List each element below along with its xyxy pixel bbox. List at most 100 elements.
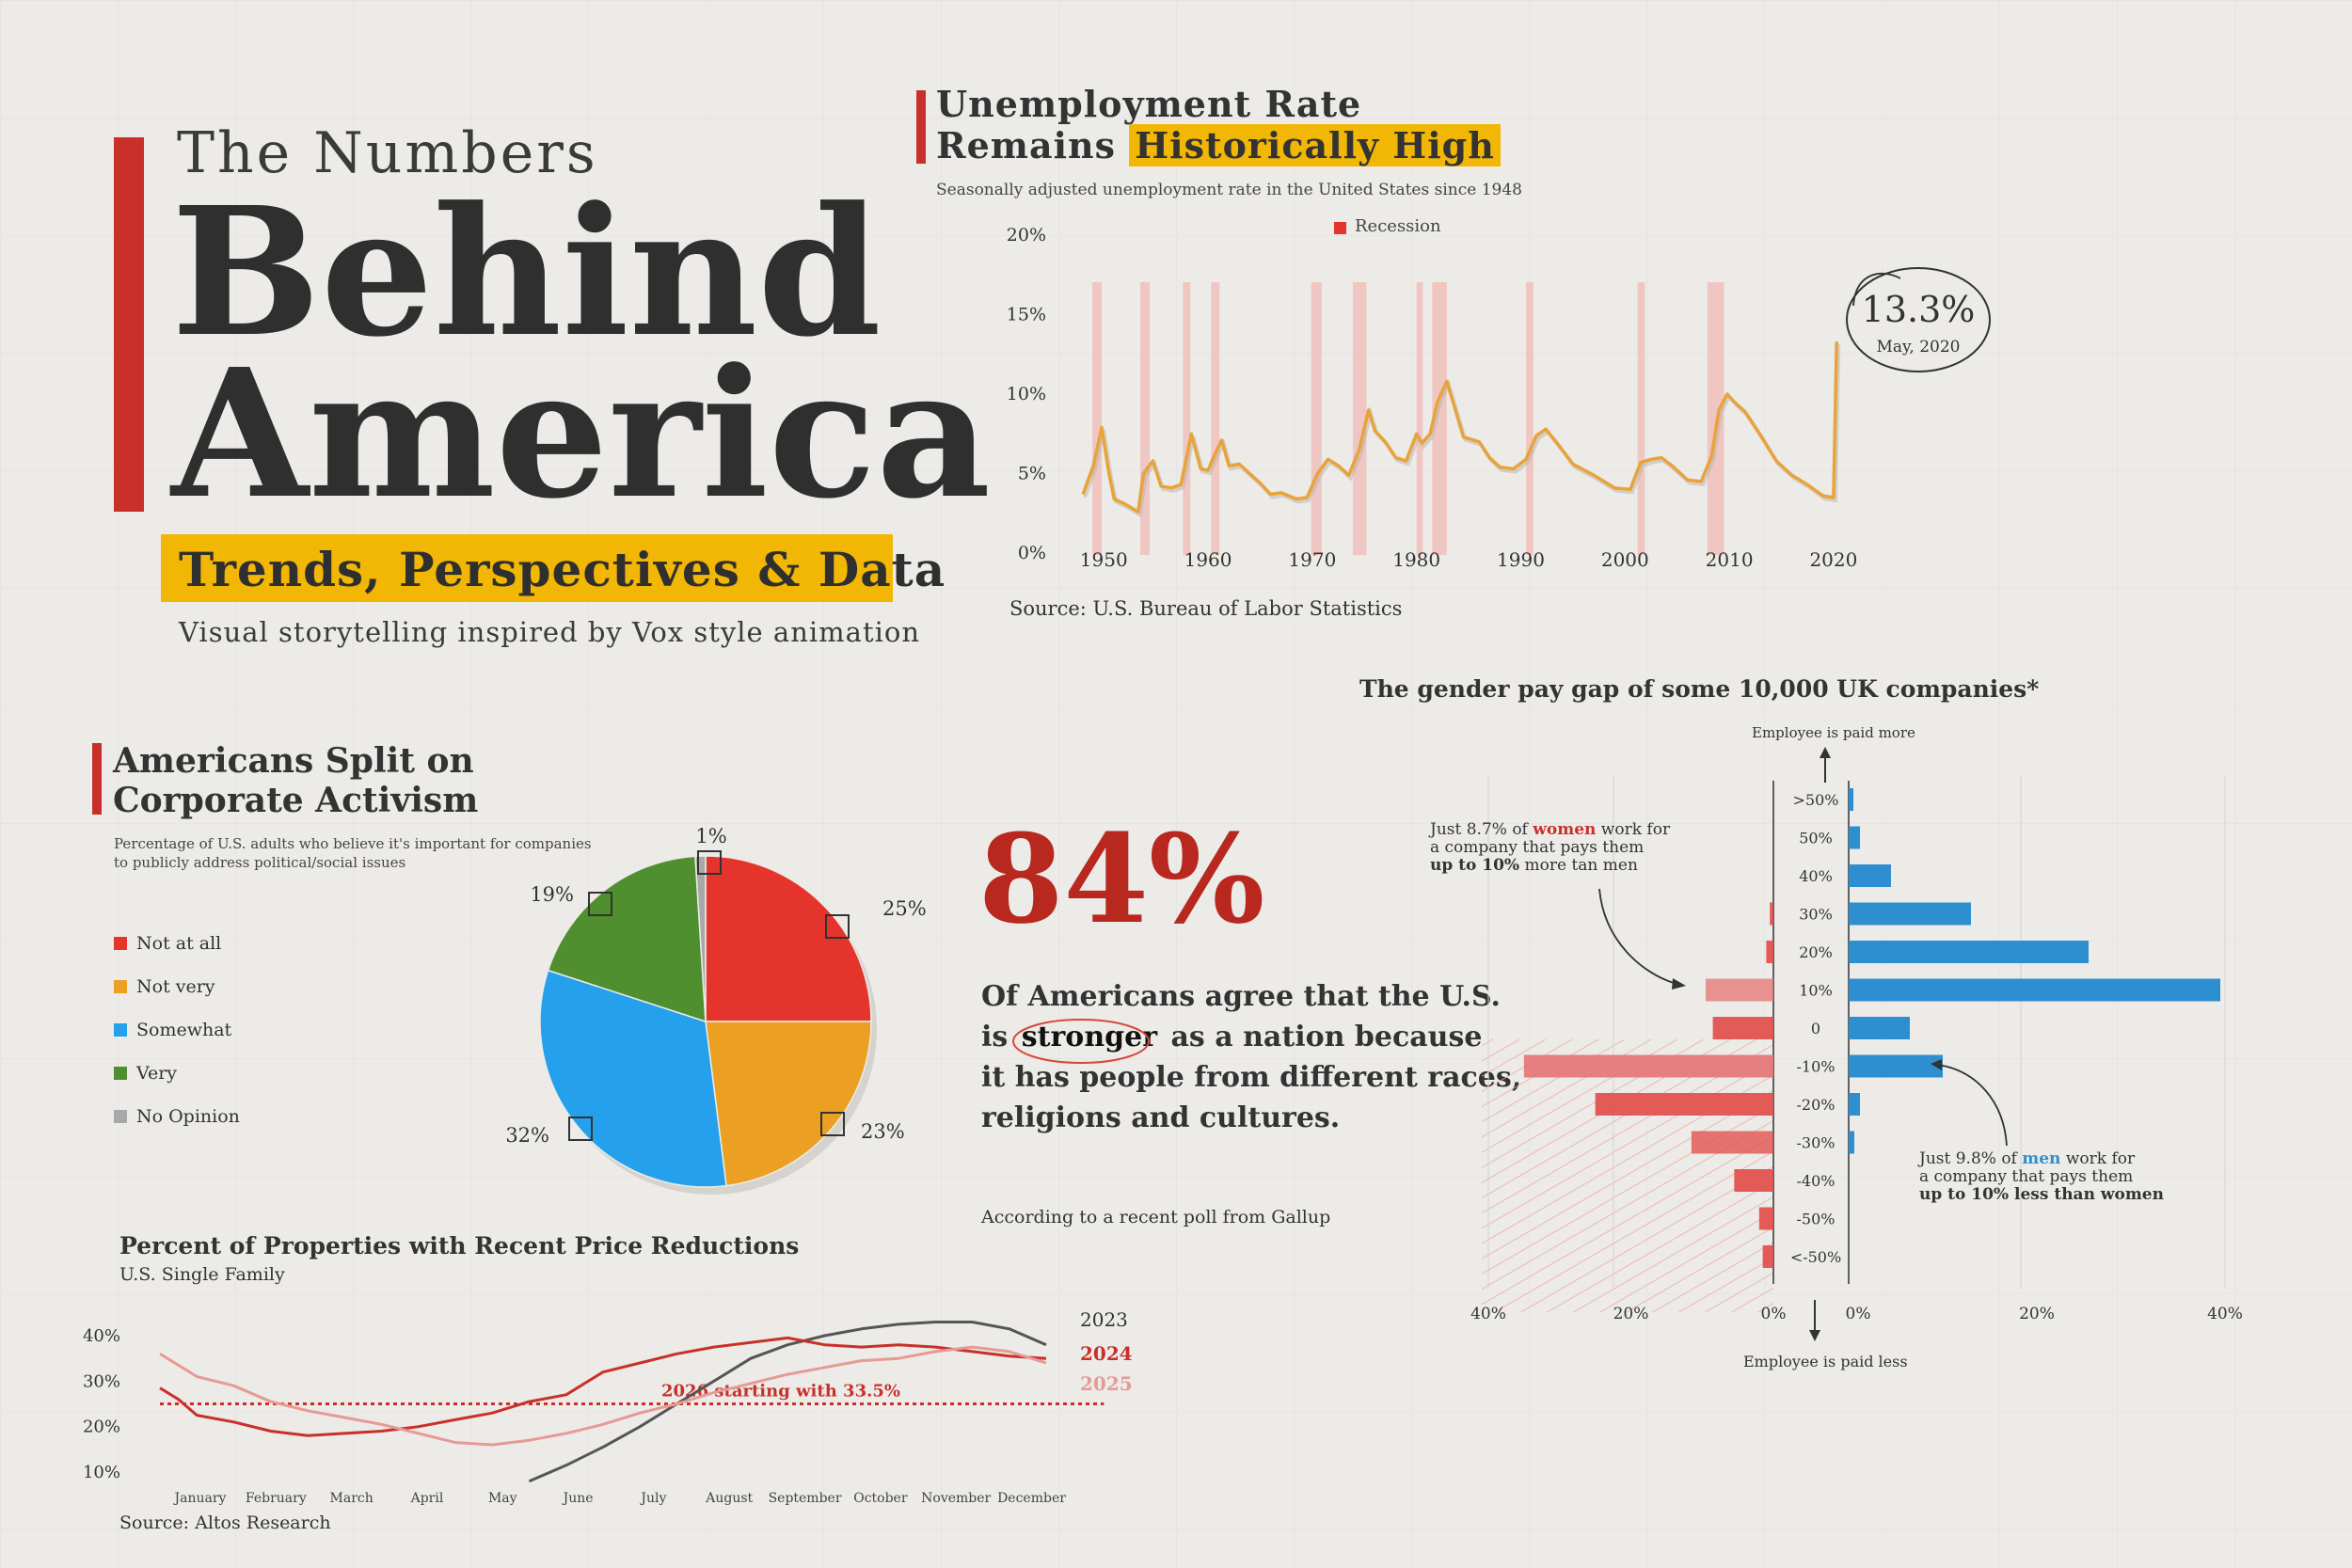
paygap-category-6: 0 [1811,1020,1820,1037]
paygap-category-1: 50% [1799,830,1833,847]
title-line-1: Behind [171,168,882,376]
unemployment-x-tick-4: 1990 [1497,548,1545,571]
paygap-category-10: -40% [1797,1172,1836,1190]
unemployment-accent-bar [916,90,926,164]
paygap-category-0: >50% [1793,791,1839,809]
legend-label: Not at all [136,933,222,954]
paygap-category-11: -50% [1797,1211,1836,1228]
stat-line-1: Of Americans agree that the U.S. [981,980,1501,1013]
paygap-top-label: Employee is paid more [1752,724,1915,741]
title-kicker: The Numbers [177,120,598,186]
paygap-bar-men-3 [1849,902,1971,926]
paygap-women-note-2: a company that pays them [1430,838,1645,857]
prices-x-tick-9: October [853,1491,908,1506]
unemployment-y-tick-2: 10% [1007,384,1046,404]
unemployment-x-tick-5: 2000 [1601,548,1649,571]
paygap-bar-men-4 [1849,941,2089,963]
paygap-bar-women-4 [1766,941,1773,963]
legend-label: Not very [136,976,215,997]
paygap-category-3: 30% [1799,906,1833,924]
unemployment-annotation-value: 13.3% [1862,289,1976,330]
pie-value-label-4: 1% [695,825,726,847]
pie-marker-box-0 [825,914,850,939]
paygap-right-tick-1: 20% [2019,1305,2055,1323]
paygap-left-tick-0: 40% [1470,1305,1506,1323]
paygap-bar-men-8 [1849,1093,1860,1116]
paygap-category-12: <-50% [1790,1248,1841,1266]
activism-pie-chart: 25% 23% 32% 19% 1% [505,825,927,1195]
title-accent-bar [114,137,144,512]
pie-slice-no-opinion [694,855,707,1022]
unemployment-title-highlight: Historically High [1129,124,1501,166]
stat-emphasis: stronger [1011,1019,1171,1064]
recession-legend-swatch [1334,222,1346,234]
activism-title-line-1: Americans Split on [113,741,474,781]
recession-band-7 [1432,282,1447,555]
activism-accent-bar [92,743,102,815]
paygap-right-tick-2: 40% [2207,1305,2243,1323]
paygap-bar-men-5 [1849,978,2220,1002]
prices-title: Percent of Properties with Recent Price … [119,1232,800,1259]
prices-x-tick-1: February [246,1491,307,1506]
stat-emphasis-circle [1011,1019,1150,1064]
prices-source: Source: Altos Research [119,1513,331,1533]
paygap-bar-women-10 [1734,1169,1773,1192]
paygap-category-2: 40% [1799,867,1833,885]
pie-marker-box-4 [697,850,722,875]
unemployment-title-line-1: Unemployment Rate [936,83,1362,125]
legend-swatch [114,980,127,993]
paygap-category-5: 10% [1799,982,1833,1000]
pie-slice-not-at-all [705,855,872,1022]
paygap-women-note-1: Just 8.7% of women work for [1430,820,1671,839]
paygap-bottom-label: Employee is paid less [1743,1353,1908,1370]
paygap-men-note-1: Just 9.8% of men work for [1919,1149,2136,1168]
unemployment-title-plain: Remains [936,124,1117,166]
prices-subtitle: U.S. Single Family [119,1264,285,1285]
recession-band-4 [1311,282,1322,555]
prices-y-tick-1: 20% [83,1418,120,1437]
paygap-bar-men-0 [1849,788,1853,811]
prices-x-tick-6: July [639,1491,666,1506]
recession-band-9 [1637,282,1645,555]
recession-band-0 [1092,282,1103,555]
legend-item-somewhat: Somewhat [114,1008,240,1052]
legend-item-no-opinion: No Opinion [114,1095,240,1138]
unemployment-y-tick-4: 20% [1007,225,1046,245]
paygap-women-note-3: up to 10% more tan men [1430,856,1638,875]
unemployment-subtitle: Seasonally adjusted unemployment rate in… [936,181,1522,199]
unemployment-source: Source: U.S. Bureau of Labor Statistics [1009,597,1403,620]
recession-band-1 [1140,282,1150,555]
prices-x-tick-11: December [997,1491,1066,1506]
activism-title-line-2: Corporate Activism [113,781,479,820]
paygap-category-8: -20% [1797,1096,1836,1114]
paygap-bar-women-12 [1762,1245,1773,1268]
title-line-2: America [171,330,992,538]
paygap-bar-women-9 [1691,1131,1773,1154]
pie-value-label-2: 32% [505,1124,549,1147]
unemployment-x-tick-2: 1970 [1288,548,1336,571]
recession-band-6 [1416,282,1423,555]
paygap-category-7: -10% [1797,1058,1836,1076]
legend-swatch [114,1110,127,1123]
legend-item-not-at-all: Not at all [114,922,240,965]
legend-swatch [114,937,127,950]
paygap-bar-men-2 [1849,864,1891,887]
prices-y-tick-0: 10% [83,1463,120,1482]
paygap-bar-men-6 [1849,1017,1910,1039]
pie-marker-box-2 [568,1117,593,1141]
prices-line-2025 [159,1345,1047,1447]
prices-reference-label: 2026 starting with 33.5% [661,1382,900,1402]
unemployment-annotation-circle [1846,267,1991,372]
unemployment-annotation-label: May, 2020 [1877,338,1961,356]
paygap-bar-women-8 [1595,1093,1773,1116]
unemployment-y-tick-0: 0% [1018,543,1046,563]
pie-marker-box-3 [588,892,612,916]
paygap-women-note: Just 8.7% of women work for a company th… [1430,821,1670,875]
stat-statement: Of Americans agree that the U.S. is stro… [981,976,1521,1138]
legend-swatch [114,1067,127,1080]
recession-band-2 [1183,282,1191,555]
recession-band-10 [1707,282,1724,555]
prices-x-tick-2: March [330,1491,373,1506]
paygap-bar-women-7 [1523,1054,1773,1078]
